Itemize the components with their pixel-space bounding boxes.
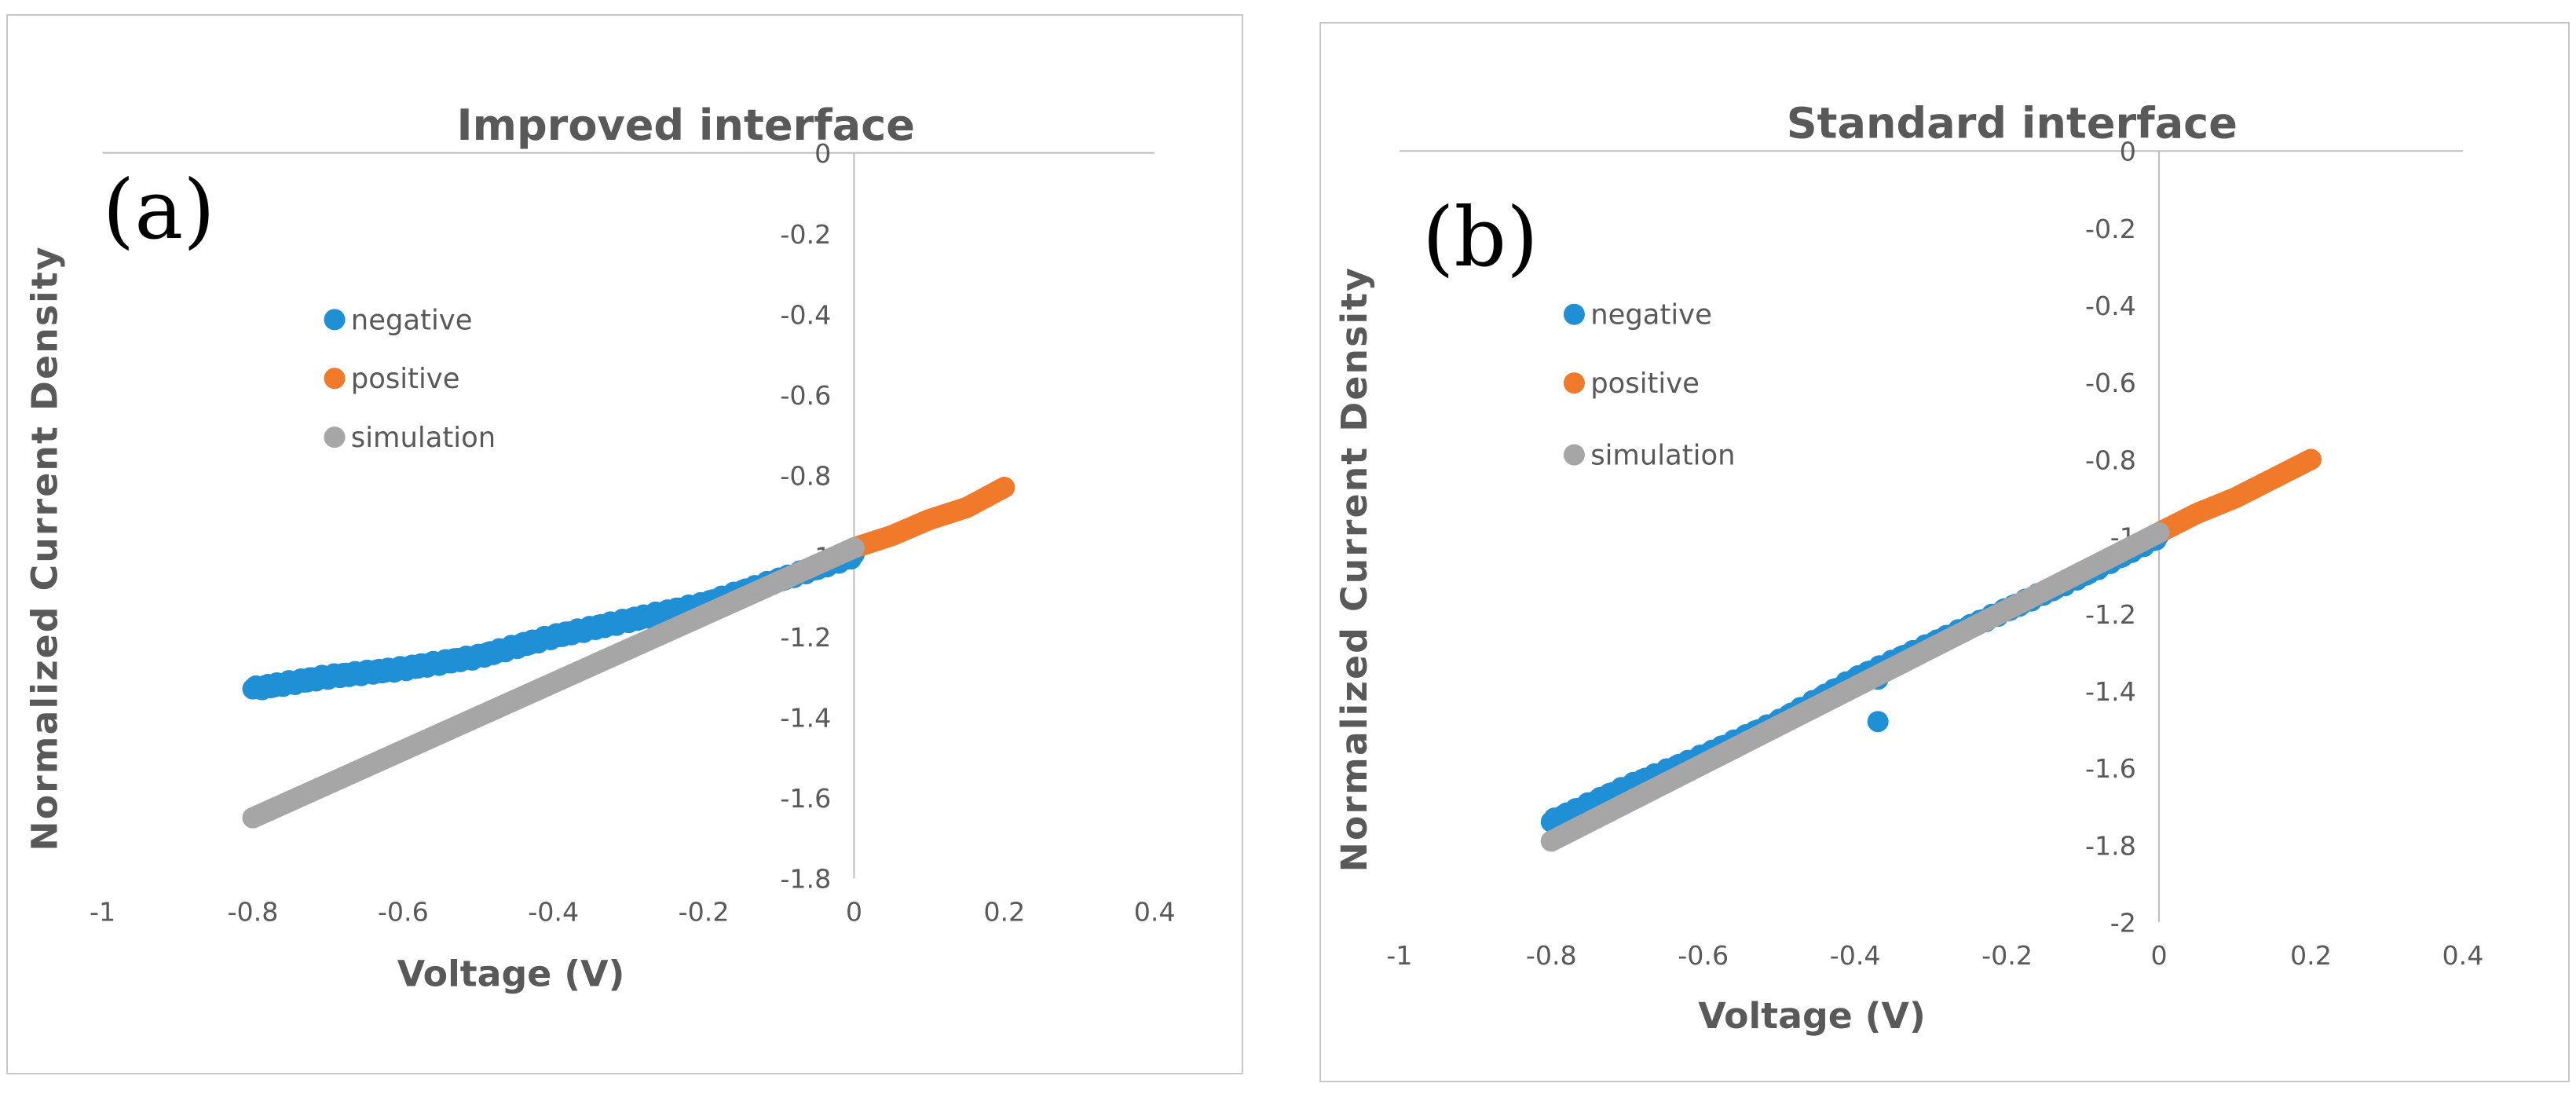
y-tick-label: -0.4 xyxy=(780,299,831,330)
x-tick-label: -0.2 xyxy=(679,896,730,927)
data-point-positive xyxy=(993,477,1015,499)
y-tick-label: -1.2 xyxy=(780,622,831,653)
x-tick-label: -0.4 xyxy=(528,896,579,927)
x-tick-label: -0.6 xyxy=(1678,940,1729,971)
legend-label-negative: negative xyxy=(1590,299,1712,331)
y-tick-label: -2 xyxy=(2110,907,2136,938)
y-tick-label: -1.8 xyxy=(780,864,831,895)
y-tick-label: -1.4 xyxy=(780,702,831,733)
legend-label-negative: negative xyxy=(351,304,473,336)
y-tick-label: -0.8 xyxy=(2085,445,2136,475)
legend-marker-negative xyxy=(1563,303,1585,325)
x-tick-label: 0 xyxy=(2150,940,2167,971)
data-point-positive xyxy=(2300,448,2322,470)
legend-label-simulation: simulation xyxy=(1590,440,1735,472)
y-tick-label: 0 xyxy=(814,138,831,169)
y-tick-label: -1.2 xyxy=(2085,599,2136,630)
x-tick-label: 0.2 xyxy=(2290,940,2332,971)
legend-marker-positive xyxy=(1563,372,1585,394)
x-tick-label: -1 xyxy=(90,896,115,927)
x-tick-label: 0.2 xyxy=(983,896,1025,927)
y-tick-label: 0 xyxy=(2120,137,2136,167)
chart-b-group: (b) Standard interface -1 -0.8 -0.6 -0.4 -0.2 0… xyxy=(1334,99,2483,1038)
panel-label: (b) xyxy=(1422,189,1539,285)
legend-marker-positive xyxy=(324,368,346,390)
x-axis-title: Voltage (V) xyxy=(397,953,625,995)
legend-label-simulation: simulation xyxy=(351,422,496,454)
x-tick-label: 0.4 xyxy=(1134,896,1176,927)
x-tick-label: -1 xyxy=(1386,940,1412,971)
legend-marker-simulation xyxy=(1563,444,1585,466)
x-tick-label: -0.2 xyxy=(1981,940,2033,971)
series-simulation xyxy=(242,537,865,829)
data-point-simulation xyxy=(843,537,865,559)
x-tick-label: -0.8 xyxy=(1526,940,1577,971)
series-positive xyxy=(843,477,1015,559)
chart-panel-a: (a) Improved interface -1 -0.8 -0.6 -0.4 -0.2 0… xyxy=(6,14,1243,1074)
y-tick-label: -1.6 xyxy=(780,783,831,814)
y-tick-label: -1.6 xyxy=(2085,753,2136,784)
legend-marker-simulation xyxy=(324,426,346,448)
legend-label-positive: positive xyxy=(351,363,460,395)
y-axis-title: Normalized Current Density xyxy=(24,245,65,851)
y-tick-label: -0.8 xyxy=(780,461,831,492)
chart-a-group: (a) Improved interface -1 -0.8 -0.6 -0.4 -0.2 0… xyxy=(24,101,1175,994)
chart-b-svg: (b) Standard interface -1 -0.8 -0.6 -0.4 -0.2 0… xyxy=(1334,99,2483,1038)
x-tick-label: 0.4 xyxy=(2442,940,2483,971)
legend-marker-negative xyxy=(324,309,346,331)
chart-panel-b: (b) Standard interface -1 -0.8 -0.6 -0.4 -0.2 0… xyxy=(1319,22,2570,1082)
series-simulation xyxy=(1540,522,2170,852)
x-tick-label: -0.6 xyxy=(378,896,429,927)
y-tick-label: -0.2 xyxy=(2085,214,2136,244)
x-tick-label: 0 xyxy=(846,896,862,927)
y-axis-title: Normalized Current Density xyxy=(1334,266,1375,872)
y-tick-label: -0.4 xyxy=(2085,291,2136,321)
y-tick-label: -1.4 xyxy=(2085,676,2136,707)
data-point-simulation xyxy=(2148,522,2170,544)
data-point-negative-outlier xyxy=(1867,711,1889,733)
x-tick-label: -0.8 xyxy=(228,896,279,927)
chart-title: Standard interface xyxy=(1787,99,2238,148)
series-positive xyxy=(2148,448,2322,544)
y-tick-label: -0.6 xyxy=(780,380,831,411)
chart-a-svg: (a) Improved interface -1 -0.8 -0.6 -0.4 -0.2 0… xyxy=(24,101,1175,994)
y-tick-label: -1.8 xyxy=(2085,830,2136,861)
legend-label-positive: positive xyxy=(1590,368,1700,400)
panel-label: (a) xyxy=(103,162,215,258)
x-tick-label: -0.4 xyxy=(1830,940,1881,971)
y-tick-label: -0.2 xyxy=(780,219,831,250)
chart-title: Improved interface xyxy=(456,101,914,150)
x-axis-title: Voltage (V) xyxy=(1698,995,1926,1037)
y-tick-label: -0.6 xyxy=(2085,368,2136,398)
